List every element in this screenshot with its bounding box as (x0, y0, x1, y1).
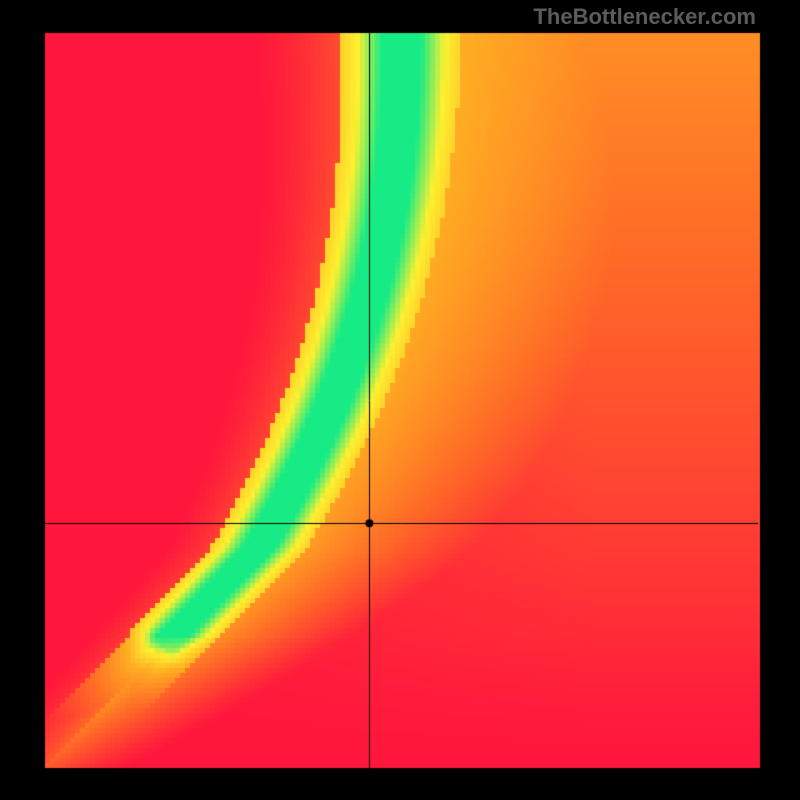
heatmap-canvas (0, 0, 800, 800)
watermark-text: TheBottlenecker.com (533, 4, 756, 30)
chart-container: TheBottlenecker.com (0, 0, 800, 800)
